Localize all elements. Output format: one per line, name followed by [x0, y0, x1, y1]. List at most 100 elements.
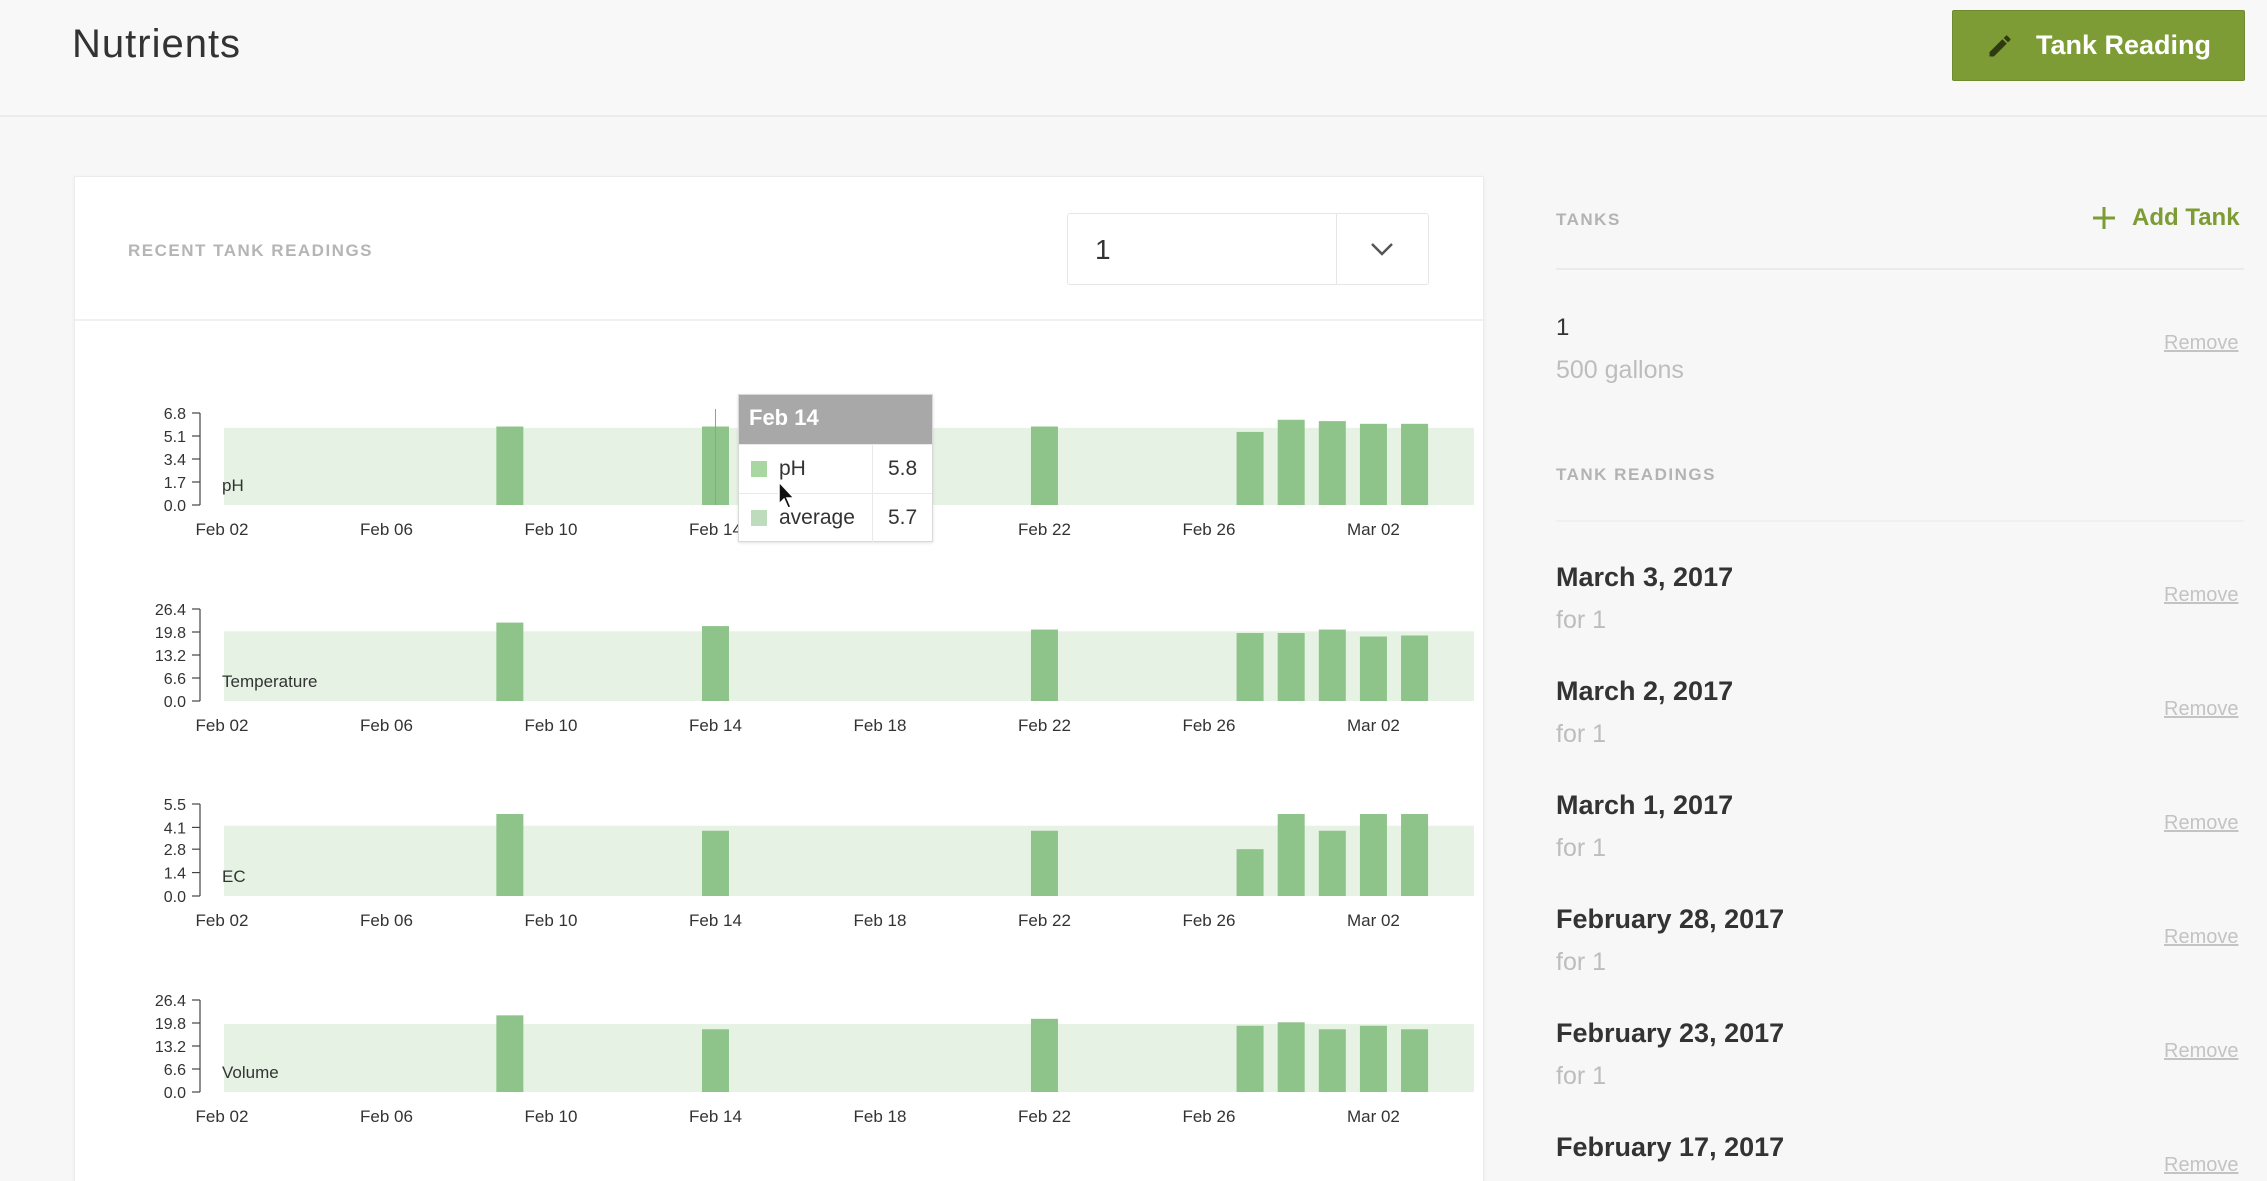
x-tick-label: Feb 06: [360, 1107, 413, 1126]
bar[interactable]: [496, 426, 524, 505]
bar[interactable]: [1236, 431, 1264, 505]
y-tick-label: 19.8: [155, 1016, 186, 1033]
x-tick-label: Feb 18: [853, 1107, 906, 1126]
tank-reading-button-label: Tank Reading: [2035, 30, 2212, 60]
tooltip-date: Feb 14: [739, 395, 932, 444]
y-tick-label: 0.0: [164, 498, 186, 515]
bar[interactable]: [1277, 814, 1305, 896]
x-tick-label: Feb 22: [1018, 520, 1071, 539]
x-tick-label: Mar 02: [1347, 911, 1400, 930]
bar[interactable]: [701, 1029, 729, 1092]
divider: [1556, 268, 2244, 270]
x-tick-label: Feb 02: [196, 911, 249, 930]
reading-date: February 23, 2017: [1556, 1018, 1785, 1048]
bar[interactable]: [1318, 629, 1346, 701]
y-tick-label: 1.4: [164, 866, 186, 883]
x-tick-label: Feb 26: [1182, 520, 1235, 539]
tooltip-swatch: [751, 510, 767, 526]
x-tick-label: Feb 22: [1018, 716, 1071, 735]
bar[interactable]: [1030, 1018, 1058, 1092]
tooltip-swatch: [751, 461, 767, 477]
x-tick-label: Feb 02: [196, 520, 249, 539]
y-tick-label: 0.0: [164, 694, 186, 711]
tooltip-label: average: [779, 506, 855, 529]
x-tick-label: Mar 02: [1347, 716, 1400, 735]
y-tick-label: 1.7: [164, 475, 186, 492]
bar[interactable]: [1277, 419, 1305, 505]
y-tick-label: 26.4: [155, 993, 186, 1010]
add-tank-label: Add Tank: [2132, 204, 2240, 231]
bar[interactable]: [1030, 426, 1058, 505]
bar[interactable]: [1030, 830, 1058, 896]
average-band: [224, 1024, 1474, 1092]
add-tank-button[interactable]: Add Tank: [2090, 204, 2240, 232]
remove-reading-link[interactable]: Remove: [2164, 926, 2239, 948]
remove-tank-link[interactable]: Remove: [2164, 332, 2239, 354]
bar[interactable]: [1277, 633, 1305, 701]
bar[interactable]: [1236, 849, 1264, 896]
average-band: [224, 825, 1474, 896]
bar[interactable]: [1401, 814, 1429, 896]
remove-reading-link[interactable]: Remove: [2164, 584, 2239, 606]
tank-name: 1: [1556, 314, 1570, 341]
tooltip-row: pH 5.8: [739, 444, 932, 493]
bar[interactable]: [701, 830, 729, 896]
bar[interactable]: [496, 1015, 524, 1092]
tooltip-row: average 5.7: [739, 493, 932, 542]
bar[interactable]: [1277, 1022, 1305, 1092]
reading-tank: for 1: [1556, 1062, 1607, 1090]
card-header: RECENT TANK READINGS 1: [75, 177, 1483, 321]
bar[interactable]: [496, 622, 524, 701]
y-tick-label: 3.4: [164, 452, 186, 469]
chart-2: 0.0 1.4 2.8 4.1 5.5 EC Feb 02 Feb 06 Feb 10 Feb 1…: [164, 797, 1474, 930]
bar[interactable]: [1236, 1025, 1264, 1092]
charts-area: 0.0 1.7 3.4 5.1 6.8 pH Feb 02 Feb 06 Feb 10 Feb 1…: [155, 406, 1474, 1126]
bar[interactable]: [1401, 1029, 1429, 1092]
x-tick-label: Feb 18: [853, 911, 906, 930]
bar[interactable]: [1401, 635, 1429, 701]
y-tick-label: 0.0: [164, 889, 186, 906]
tank-reading-button[interactable]: Tank Reading: [1952, 10, 2245, 81]
y-tick-label: 6.8: [164, 406, 186, 423]
bar[interactable]: [701, 626, 729, 701]
y-tick-label: 5.5: [164, 797, 186, 814]
tooltip-value: 5.8: [888, 457, 918, 480]
y-tick-label: 5.1: [164, 429, 186, 446]
bar[interactable]: [1318, 830, 1346, 896]
reading-date: March 2, 2017: [1556, 676, 1734, 706]
average-band: [224, 631, 1474, 701]
bar[interactable]: [1318, 421, 1346, 505]
y-tick-label: 13.2: [155, 1039, 186, 1056]
chart-1: 0.0 6.6 13.2 19.8 26.4 Temperature Feb 02 Feb 0…: [155, 602, 1474, 735]
remove-reading-link[interactable]: Remove: [2164, 698, 2239, 720]
x-tick-label: Feb 10: [525, 911, 578, 930]
x-tick-label: Feb 14: [689, 1107, 742, 1126]
bar[interactable]: [496, 814, 524, 896]
bar[interactable]: [1318, 1029, 1346, 1092]
x-tick-label: Feb 26: [1182, 911, 1235, 930]
remove-reading-link[interactable]: Remove: [2164, 812, 2239, 834]
bar[interactable]: [1236, 633, 1264, 701]
remove-reading-link[interactable]: Remove: [2164, 1154, 2239, 1176]
x-tick-label: Feb 10: [525, 520, 578, 539]
x-tick-label: Feb 06: [360, 716, 413, 735]
bar[interactable]: [1030, 629, 1058, 701]
x-tick-label: Mar 02: [1347, 520, 1400, 539]
x-tick-label: Feb 14: [689, 716, 742, 735]
reading-tank: for 1: [1556, 606, 1607, 634]
plus-icon: [2093, 207, 2115, 229]
x-tick-label: Feb 26: [1182, 1107, 1235, 1126]
remove-reading-link[interactable]: Remove: [2164, 1040, 2239, 1062]
x-tick-label: Feb 18: [853, 716, 906, 735]
x-tick-label: Feb 10: [525, 716, 578, 735]
bar[interactable]: [1401, 423, 1429, 505]
tank-select[interactable]: 1: [1067, 213, 1429, 285]
tooltip-value: 5.7: [888, 506, 918, 529]
pencil-icon: [1989, 34, 2011, 56]
chart-3: 0.0 6.6 13.2 19.8 26.4 Volume Feb 02 Feb 06 Feb …: [155, 993, 1474, 1126]
bar[interactable]: [1359, 423, 1387, 505]
bar[interactable]: [1359, 1025, 1387, 1092]
x-tick-label: Feb 14: [689, 520, 742, 539]
bar[interactable]: [1359, 814, 1387, 896]
bar[interactable]: [1359, 636, 1387, 701]
